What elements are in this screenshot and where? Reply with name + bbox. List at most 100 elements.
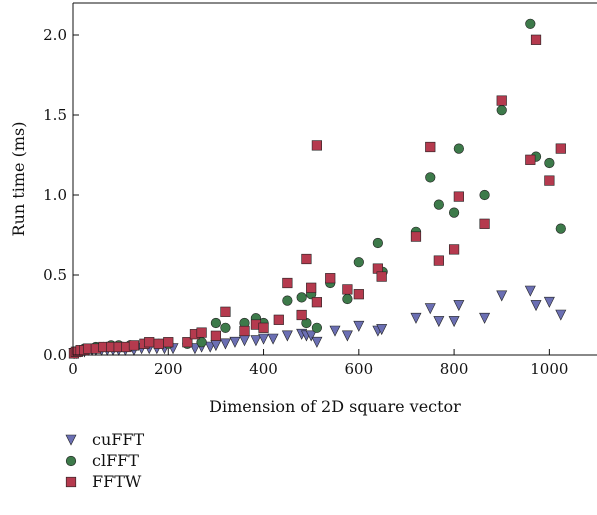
legend-label: clFFT <box>92 451 139 470</box>
data-point-cufft <box>341 330 353 342</box>
y-tick-label: 1.5 <box>43 106 67 124</box>
data-point-cufft <box>239 335 250 347</box>
data-point-cufft <box>258 333 270 345</box>
legend: cuFFT clFFT FFTW <box>65 430 144 491</box>
data-point-clfft <box>210 317 222 329</box>
data-point-cufft <box>453 300 465 312</box>
x-tick-label: 600 <box>344 360 373 378</box>
data-point-cufft <box>530 300 542 312</box>
data-point-fftw <box>128 340 140 351</box>
data-point-fftw <box>196 327 207 338</box>
data-point-fftw <box>311 140 322 151</box>
data-point-cufft <box>281 330 293 342</box>
data-point-cufft <box>376 324 388 336</box>
data-point-clfft <box>448 207 460 218</box>
plot-area <box>68 18 567 360</box>
data-point-fftw <box>306 282 317 293</box>
data-point-fftw <box>496 95 507 106</box>
data-point-cufft <box>424 303 436 315</box>
data-point-cufft <box>219 338 231 350</box>
data-point-fftw <box>453 191 464 202</box>
data-point-clfft <box>555 223 566 234</box>
data-point-clfft <box>433 199 444 210</box>
data-point-fftw <box>163 337 174 348</box>
data-point-fftw <box>311 297 322 308</box>
data-point-clfft <box>353 257 364 268</box>
data-point-clfft <box>453 143 464 154</box>
data-point-cufft <box>433 316 445 328</box>
x-tick-label: 0 <box>68 360 78 378</box>
legend-item-cufft: cuFFT <box>65 430 144 449</box>
data-point-cufft <box>524 285 536 297</box>
data-point-fftw <box>425 141 436 153</box>
legend-item-clfft: clFFT <box>65 451 139 470</box>
data-point-fftw <box>525 154 536 165</box>
data-point-clfft <box>496 105 507 116</box>
data-point-clfft <box>282 295 293 306</box>
y-tick-label: 0.5 <box>43 266 67 284</box>
x-tick-label: 200 <box>154 360 183 378</box>
data-point-clfft <box>311 322 322 333</box>
y-tick-label: 1.0 <box>43 186 67 204</box>
data-point-cufft <box>229 336 241 348</box>
series-fftw <box>68 34 566 359</box>
data-point-clfft <box>296 292 307 303</box>
data-point-fftw <box>301 253 312 265</box>
data-point-cufft <box>353 320 365 332</box>
legend-label: FFTW <box>92 472 142 491</box>
data-point-cufft <box>311 336 323 348</box>
data-point-fftw <box>376 271 387 282</box>
data-point-fftw <box>448 244 460 255</box>
data-point-fftw <box>153 338 164 349</box>
data-point-cufft <box>267 333 279 345</box>
x-tick-label: 1000 <box>530 360 568 378</box>
data-point-cufft <box>250 335 262 347</box>
data-point-fftw <box>325 273 336 284</box>
data-point-fftw <box>273 314 284 325</box>
legend-marker-cufft <box>65 434 77 446</box>
legend-item-fftw: FFTW <box>65 472 142 491</box>
legend-marker-fftw <box>65 476 77 488</box>
y-tick-label: 0.0 <box>43 346 67 364</box>
data-point-cufft <box>329 325 341 337</box>
data-point-clfft <box>525 18 536 29</box>
data-point-cufft <box>543 296 555 308</box>
x-tick-label: 400 <box>249 360 278 378</box>
data-point-clfft <box>479 189 490 201</box>
data-point-cufft <box>496 290 508 302</box>
data-point-clfft <box>544 157 555 169</box>
data-point-fftw <box>144 337 155 348</box>
data-point-fftw <box>296 309 307 321</box>
data-point-cufft <box>555 309 567 321</box>
data-point-fftw <box>530 34 542 45</box>
data-point-fftw <box>282 277 293 289</box>
data-point-clfft <box>425 172 436 183</box>
data-point-fftw <box>182 337 193 348</box>
data-point-cufft <box>448 316 460 328</box>
data-point-fftw <box>544 175 555 186</box>
data-point-clfft <box>220 322 231 333</box>
data-point-fftw <box>353 289 364 300</box>
data-point-fftw <box>479 218 490 229</box>
data-point-clfft <box>342 293 353 305</box>
data-point-fftw <box>342 284 353 295</box>
x-tick-label: 800 <box>440 360 469 378</box>
data-point-cufft <box>189 343 201 355</box>
data-point-fftw <box>210 330 222 341</box>
data-point-fftw <box>239 325 250 337</box>
y-tick-label: 2.0 <box>43 26 67 44</box>
data-point-fftw <box>555 143 566 154</box>
data-point-cufft <box>305 330 317 342</box>
data-point-cufft <box>479 312 491 324</box>
data-point-fftw <box>220 306 231 317</box>
axes: 0 200 400 600 800 1000 0.0 0.5 1.0 1.5 2.0 <box>43 2 597 378</box>
x-axis-title: Dimension of 2D square vector <box>209 397 461 416</box>
y-axis-title: Run time (ms) <box>9 122 28 237</box>
data-point-fftw <box>433 255 444 266</box>
data-point-cufft <box>410 312 422 324</box>
legend-marker-clfft <box>65 455 77 467</box>
data-point-fftw <box>258 322 269 333</box>
data-point-fftw <box>410 231 422 242</box>
data-point-clfft <box>372 237 383 249</box>
